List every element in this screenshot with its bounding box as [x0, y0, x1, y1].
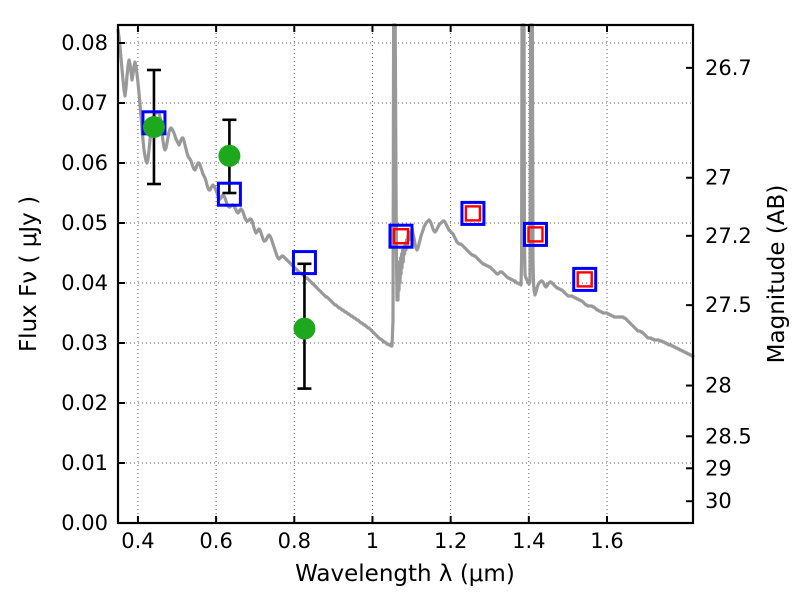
y-left-axis-title: Flux Fν ( μJy )	[16, 196, 42, 352]
y-right-tick-label: 29	[705, 456, 732, 480]
y-right-tick-label: 27.5	[705, 293, 752, 317]
x-tick-label: 0.4	[121, 529, 154, 553]
x-tick-label: 0.8	[278, 529, 311, 553]
model-photometry-square	[388, 223, 414, 249]
x-tick-label: 1.2	[434, 529, 467, 553]
y-tick-label: 0.05	[61, 211, 108, 235]
x-axis-title: Wavelength λ (μm)	[295, 561, 515, 587]
y-right-tick-labels: 26.7 27 27.2 27.5 28 28.5 29 30	[705, 56, 752, 513]
observed-photometry-circles	[142, 116, 316, 340]
model-photometry-square	[216, 181, 242, 207]
x-tick-label: 1	[366, 529, 379, 553]
x-tick-labels: 0.4 0.6 0.8 1 1.2 1.4 1.6	[121, 529, 623, 553]
observed-photometry-circle	[142, 116, 165, 138]
model-photometry-inner-square	[576, 271, 593, 288]
y-right-tick-label: 27.2	[705, 224, 752, 248]
y-right-tick-label: 26.7	[705, 56, 752, 80]
model-photometry-square	[460, 200, 486, 226]
model-photometry-inner-square	[464, 205, 482, 222]
y-tick-label: 0.03	[61, 331, 108, 355]
y-tick-label: 0.04	[61, 271, 108, 295]
y-tick-label: 0.00	[61, 511, 108, 535]
y-tick-label: 0.08	[61, 31, 108, 55]
y-tick-label: 0.07	[61, 91, 108, 115]
axis-ticks	[118, 25, 693, 524]
model-photometry-inner-square	[527, 226, 544, 243]
y-right-tick-label: 28	[705, 374, 732, 398]
y-right-tick-label: 30	[705, 489, 732, 513]
y-right-tick-label: 27	[705, 166, 732, 190]
axis-frame	[116, 23, 695, 525]
y-right-axis-title: Magnitude (AB)	[764, 185, 790, 364]
y-tick-label: 0.01	[61, 451, 108, 475]
model-photometry-inner-square	[392, 227, 410, 245]
svg-text:Flux Fν ( μJy ): Flux Fν ( μJy )	[16, 196, 42, 352]
model-photometry-square	[572, 266, 598, 292]
observed-photometry-circle	[218, 144, 241, 167]
model-photometry-square	[291, 250, 317, 276]
model-photometry-square	[522, 221, 548, 247]
x-tick-label: 1.4	[512, 529, 545, 553]
y-right-tick-label: 28.5	[705, 424, 752, 448]
observed-photometry-circle	[293, 317, 316, 340]
model-photometry-inner-squares	[392, 205, 593, 288]
x-tick-label: 0.6	[199, 529, 232, 553]
y-tick-label: 0.02	[61, 391, 108, 415]
y-tick-label: 0.06	[61, 151, 108, 175]
x-tick-label: 1.6	[590, 529, 623, 553]
y-left-tick-labels: 0.00 0.01 0.02 0.03 0.04 0.05 0.06 0.07 0.08	[61, 31, 108, 535]
